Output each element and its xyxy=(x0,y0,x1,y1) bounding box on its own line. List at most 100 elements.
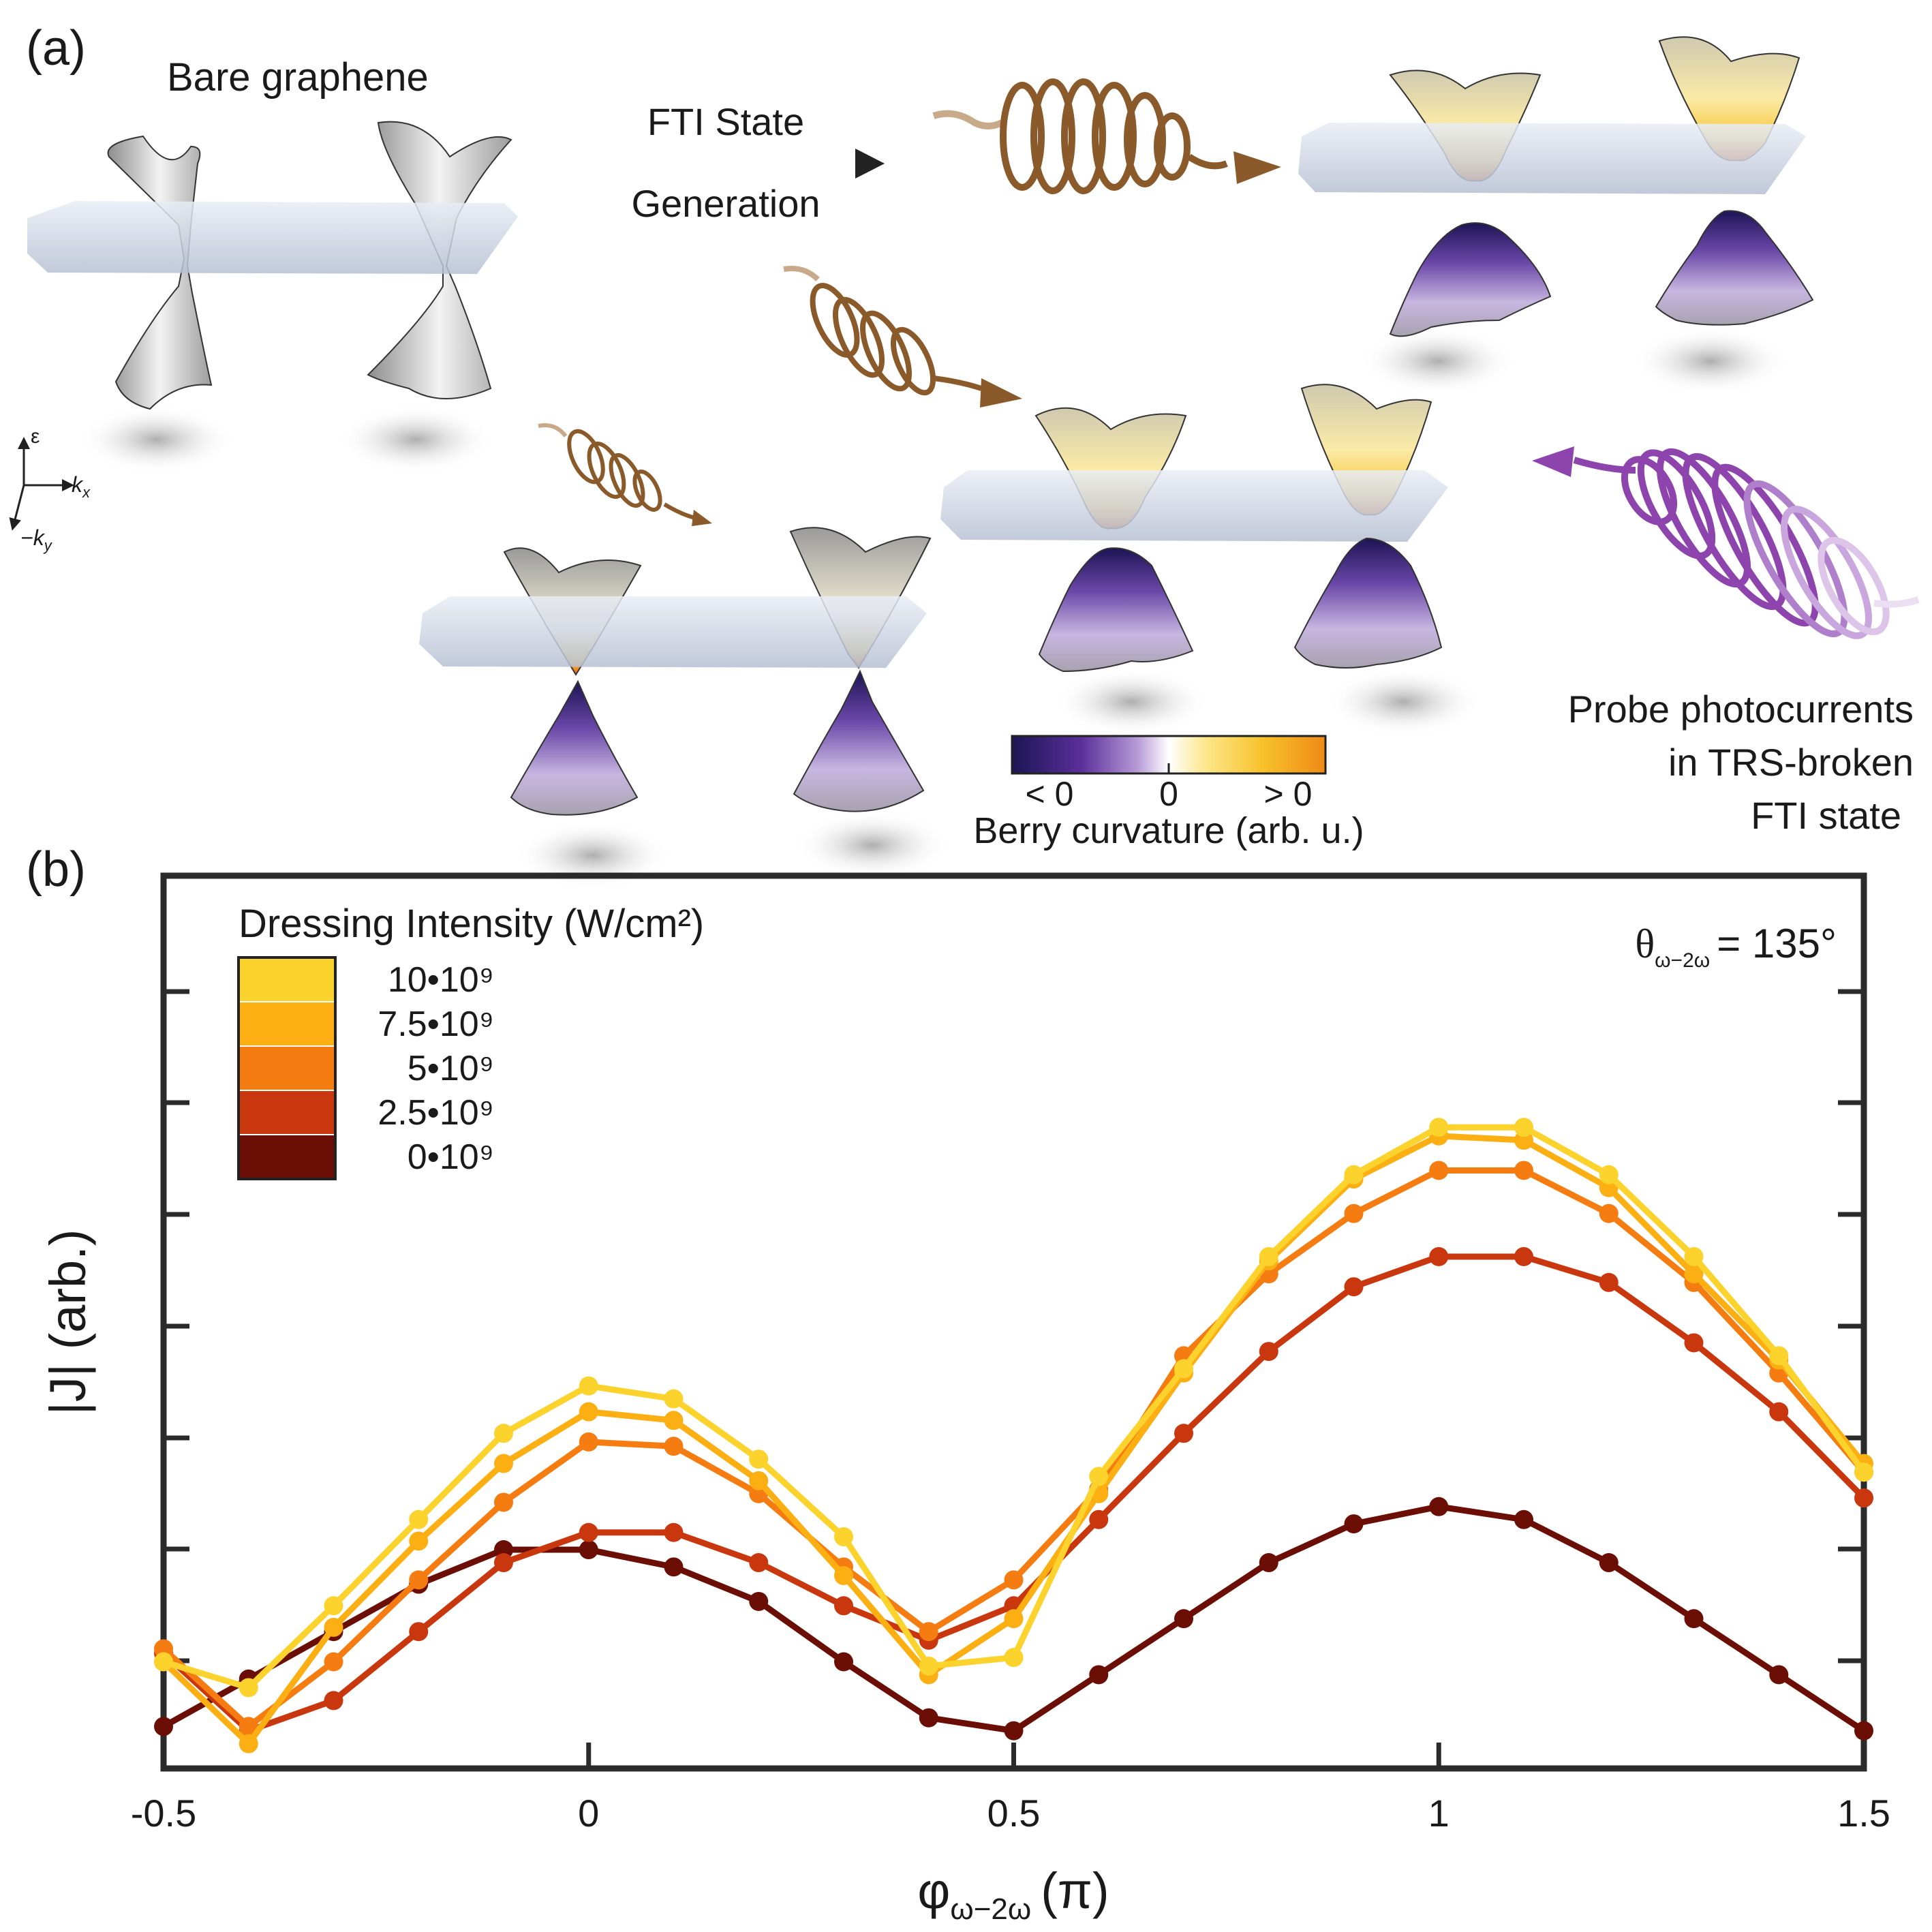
data-point xyxy=(1684,1609,1704,1629)
data-point xyxy=(919,1656,938,1676)
cone-shadow xyxy=(78,405,235,474)
data-point xyxy=(1344,1203,1364,1223)
axis-ky-label: −ky xyxy=(20,525,53,554)
data-point xyxy=(579,1432,598,1452)
bare-cone-kprime xyxy=(367,121,512,399)
data-point xyxy=(1854,1488,1873,1508)
y-axis-label: |J| (arb.) xyxy=(40,1229,96,1415)
data-point xyxy=(239,1734,258,1753)
data-point xyxy=(579,1522,598,1542)
data-point xyxy=(1429,1118,1449,1137)
helix-loop xyxy=(1656,448,1751,588)
pump-helix-large xyxy=(932,78,1228,194)
data-point xyxy=(749,1450,769,1469)
legend-entry: 10•10⁹ xyxy=(388,960,494,1000)
data-point xyxy=(1429,1497,1449,1516)
x-tick-label: 1 xyxy=(1428,1792,1450,1835)
generation-label: Generation xyxy=(631,182,820,225)
fti-state-label: FTI State xyxy=(647,100,804,143)
axis-epsilon-label: ε xyxy=(31,425,40,448)
data-point xyxy=(1514,1118,1533,1137)
fti-scene-top xyxy=(1298,36,1814,395)
data-point xyxy=(324,1652,343,1672)
data-point xyxy=(664,1522,684,1542)
data-point xyxy=(1089,1467,1109,1486)
cone-shadow xyxy=(1053,668,1210,736)
data-point xyxy=(1174,1359,1193,1379)
axis-ticks xyxy=(161,989,1867,1768)
data-point xyxy=(834,1652,853,1672)
helix-loop xyxy=(1781,506,1872,639)
data-point xyxy=(494,1492,513,1512)
data-point xyxy=(834,1596,853,1616)
graphene-sheet xyxy=(1298,123,1806,194)
data-point xyxy=(579,1540,598,1560)
data-point xyxy=(239,1678,258,1698)
pump-arrow-head xyxy=(980,378,1022,408)
cone-shadow xyxy=(515,821,671,889)
helix-loop xyxy=(859,310,913,392)
helix-tail xyxy=(1873,596,1920,608)
panel-a-label: (a) xyxy=(26,21,86,76)
data-point xyxy=(1259,1246,1278,1266)
legend-swatches xyxy=(237,956,337,1180)
data-point xyxy=(749,1553,769,1573)
data-point xyxy=(324,1691,343,1711)
data-point xyxy=(1004,1721,1024,1741)
gapped-cone-lower-kprime xyxy=(1293,537,1443,669)
helix-loop xyxy=(1743,480,1848,638)
x-axis-label: φω−2ω (π) xyxy=(917,1862,1109,1926)
data-series xyxy=(154,1118,1873,1753)
data-point xyxy=(834,1566,853,1585)
data-point xyxy=(239,1717,258,1736)
data-point xyxy=(1769,1402,1789,1422)
helix-loop xyxy=(1154,112,1191,181)
data-point xyxy=(1344,1514,1364,1534)
data-point xyxy=(1429,1161,1449,1180)
gapped-cone-lower-kprime xyxy=(1655,210,1814,326)
data-point xyxy=(1514,1161,1533,1180)
helix-loop xyxy=(1030,78,1075,194)
helix-tail xyxy=(538,423,568,438)
probe-label-line2: in TRS-broken xyxy=(1668,741,1914,784)
legend-entry: 7.5•10⁹ xyxy=(378,1005,494,1044)
fti-scene-middle xyxy=(940,384,1482,736)
colorbar-center-label: 0 xyxy=(1159,775,1178,813)
pump-arrow-head xyxy=(692,510,712,526)
data-point xyxy=(1089,1509,1109,1529)
probe-arrow-head xyxy=(1532,446,1574,477)
data-point xyxy=(834,1527,853,1547)
data-point xyxy=(1259,1553,1278,1573)
data-point xyxy=(1514,1509,1533,1529)
data-point xyxy=(1344,1277,1364,1297)
graphene-sheet xyxy=(940,470,1448,542)
data-point xyxy=(1599,1203,1619,1223)
data-point xyxy=(919,1622,938,1642)
x-tick-label: 0.5 xyxy=(987,1792,1041,1835)
gapped-cone-lower-k xyxy=(1038,547,1194,673)
data-point xyxy=(1004,1570,1024,1590)
data-point xyxy=(1599,1272,1619,1292)
cone-shadow xyxy=(1325,668,1482,736)
data-point xyxy=(409,1509,429,1529)
panel-a: (a) Bare graphene ε kx −ky FTI State Gen… xyxy=(9,21,1920,889)
data-point xyxy=(1259,1342,1278,1362)
pump-helix-medium xyxy=(783,266,983,396)
data-point xyxy=(749,1471,769,1490)
cone-shadow xyxy=(1360,327,1516,395)
helix-loop xyxy=(1124,92,1166,187)
data-point xyxy=(1174,1424,1193,1443)
axis-triad xyxy=(9,437,74,531)
series-line xyxy=(161,1167,1867,1730)
pump-helix-small xyxy=(538,423,696,520)
helix-loop xyxy=(1092,82,1137,191)
data-point xyxy=(1089,1665,1109,1685)
helix-tail xyxy=(932,110,1004,129)
data-point xyxy=(1429,1246,1449,1266)
data-point xyxy=(409,1570,429,1590)
data-point xyxy=(1004,1609,1024,1629)
data-point xyxy=(494,1454,513,1473)
legend-entry: 5•10⁹ xyxy=(408,1049,494,1088)
data-point xyxy=(1684,1333,1704,1353)
